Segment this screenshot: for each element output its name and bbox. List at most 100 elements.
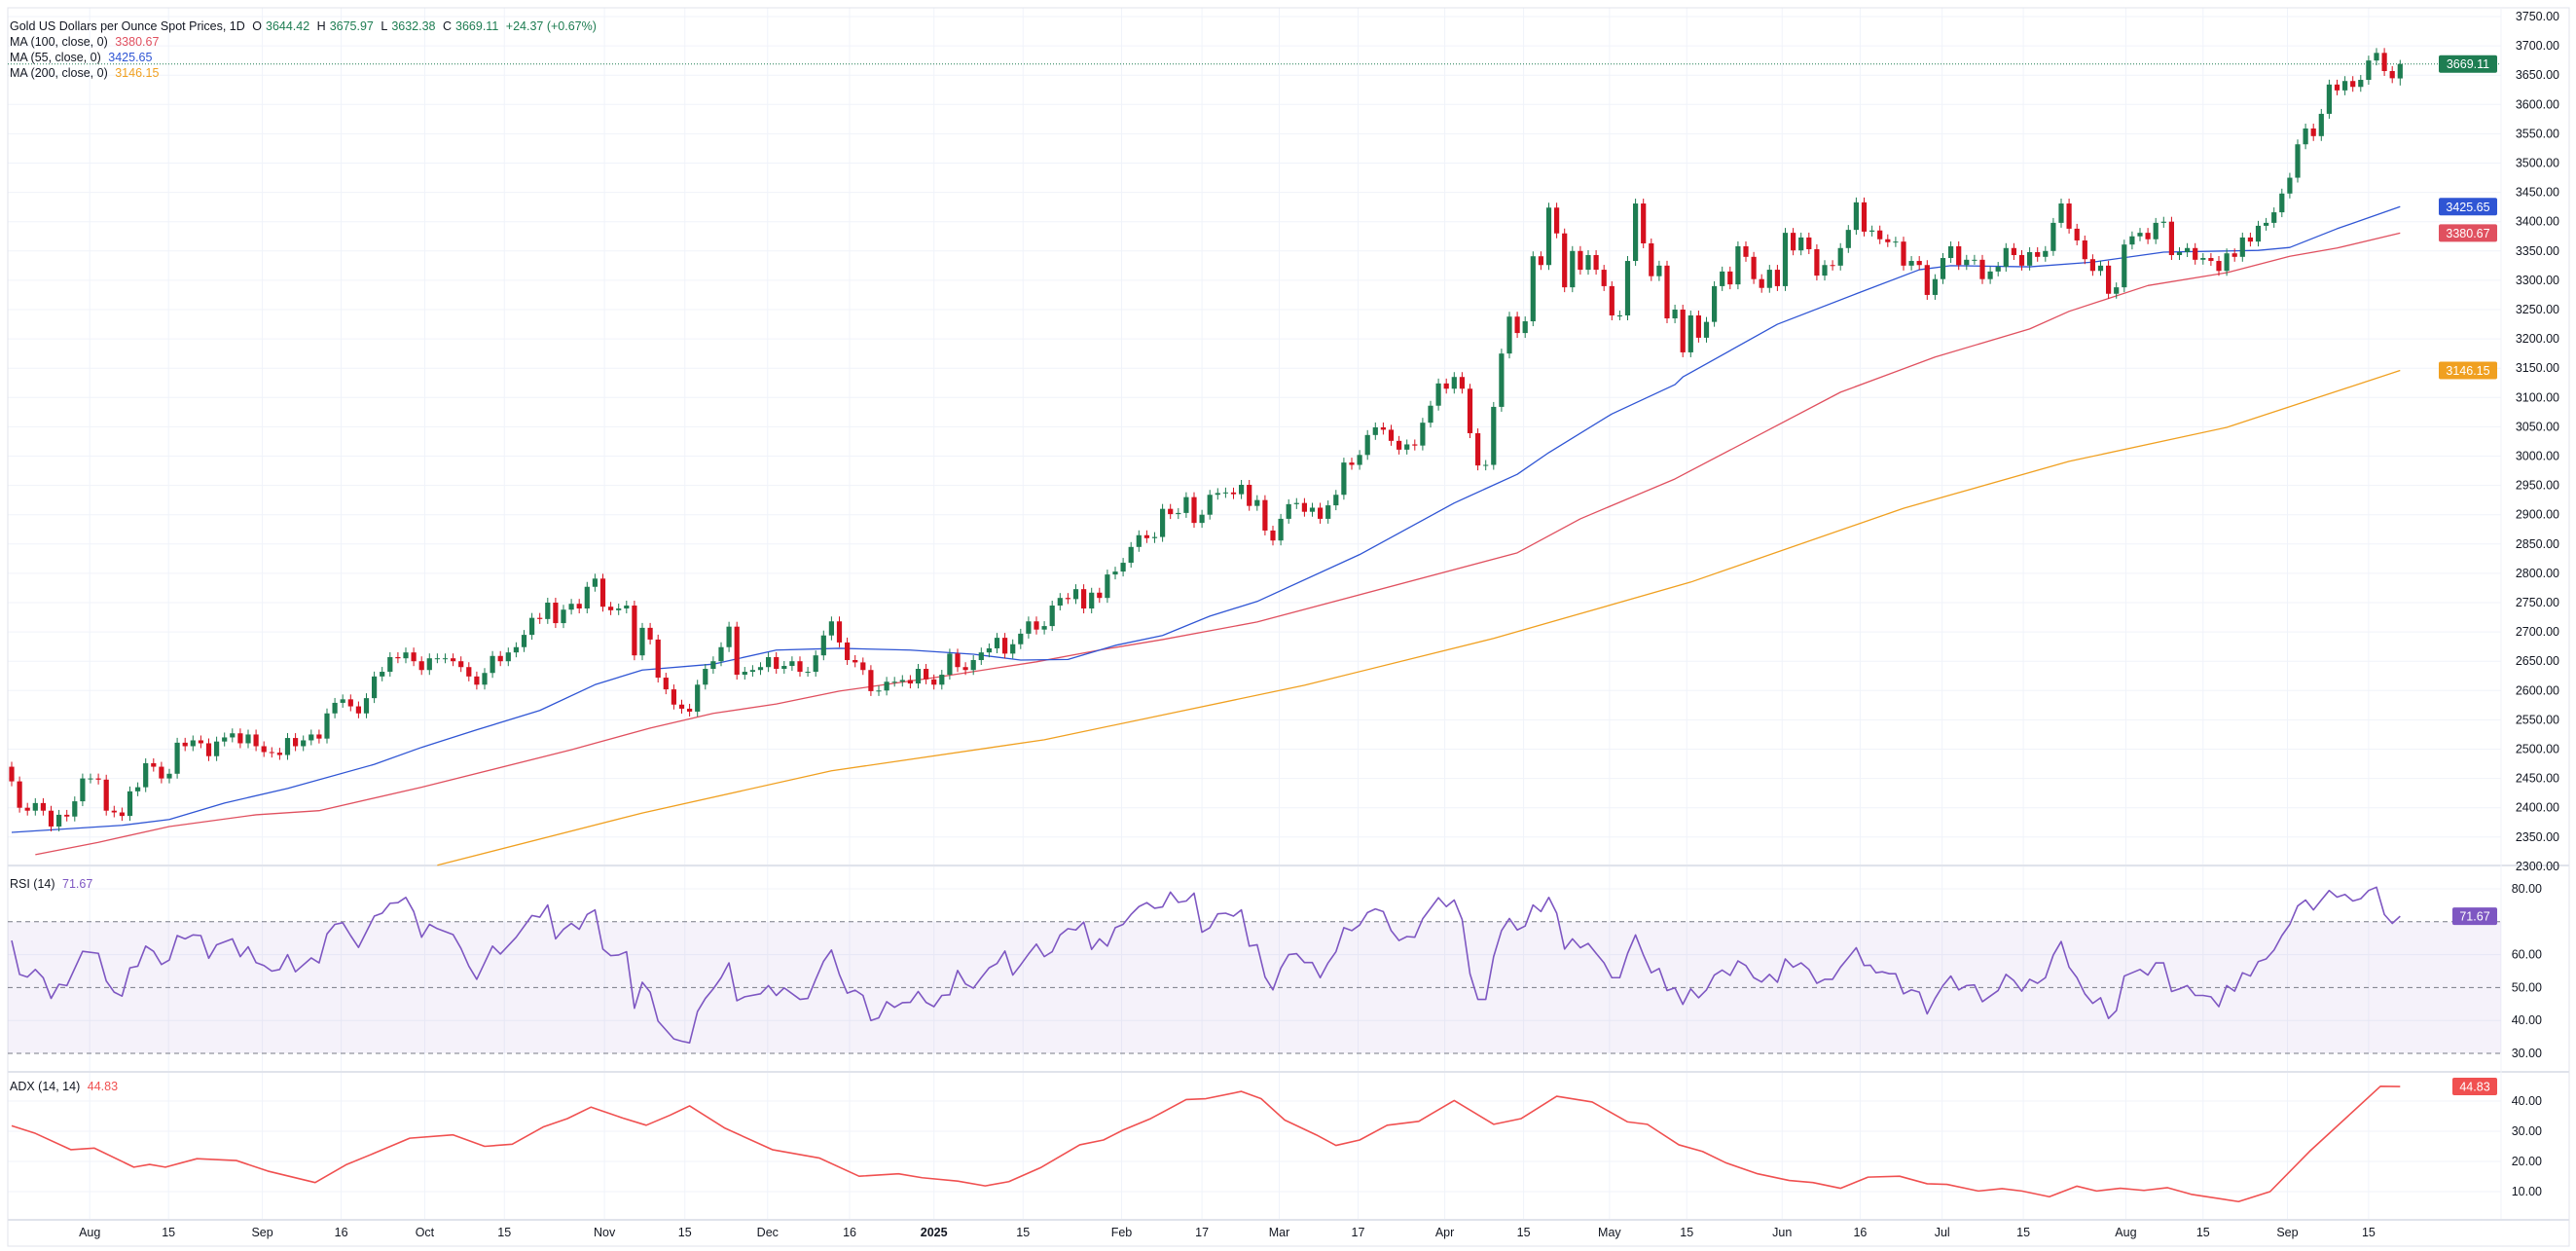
candle-body: [749, 670, 755, 673]
candle: [1837, 242, 1843, 271]
candle: [17, 776, 22, 813]
time-axis-label: Nov: [594, 1226, 616, 1239]
candle-body: [1105, 574, 1110, 599]
candle-body: [1065, 598, 1070, 600]
candle-body: [537, 617, 543, 619]
candle-body: [2058, 203, 2064, 223]
candle: [947, 648, 953, 681]
candle-body: [355, 706, 361, 714]
candle: [2334, 79, 2340, 95]
candle: [2397, 59, 2403, 86]
candle-body: [1869, 230, 1875, 232]
candle: [1585, 250, 1591, 276]
candle: [2050, 217, 2056, 256]
candle-body: [853, 659, 858, 663]
adx-legend[interactable]: ADX (14, 14) 44.83: [10, 1079, 122, 1094]
candle: [584, 581, 590, 614]
price-axis-label: 3700.00: [2516, 39, 2559, 53]
candle: [1128, 541, 1134, 569]
candle-body: [1160, 508, 1166, 537]
candle: [1215, 488, 1220, 500]
candle-body: [1956, 245, 1962, 266]
candle: [907, 675, 913, 689]
ma55-label: MA (55, close, 0): [10, 51, 101, 64]
candle-body: [695, 684, 701, 712]
candle-body: [608, 607, 614, 610]
candle-body: [466, 667, 472, 677]
candle: [64, 809, 70, 822]
legend-ma200[interactable]: MA (200, close, 0) 3146.15: [10, 65, 600, 81]
candle: [9, 761, 15, 787]
candle: [88, 773, 93, 784]
candle-body: [442, 658, 449, 660]
adx-axis-label: 20.00: [2512, 1155, 2542, 1168]
time-axis-label: Feb: [1111, 1226, 1133, 1239]
legend-ma55[interactable]: MA (55, close, 0) 3425.65: [10, 50, 600, 65]
candle: [1325, 500, 1331, 524]
candlestick-series: [9, 48, 2403, 831]
candle: [1791, 228, 1796, 256]
time-axis-label: 15: [497, 1226, 511, 1239]
candle: [482, 668, 488, 690]
candle-body: [1861, 202, 1868, 232]
candle-body: [198, 740, 203, 744]
candle-body: [1089, 592, 1095, 609]
candle: [103, 774, 109, 816]
candle-body: [1616, 315, 1622, 317]
candle-body: [820, 635, 826, 656]
candle: [1869, 225, 1875, 237]
candle-body: [1443, 383, 1449, 389]
candle: [127, 786, 133, 822]
candle-body: [805, 672, 811, 674]
candle: [1940, 253, 1946, 284]
candle-body: [962, 667, 968, 671]
candle-body: [2264, 222, 2269, 226]
candle-body: [1388, 429, 1395, 441]
rsi-legend[interactable]: RSI (14) 71.67: [10, 876, 96, 892]
candle: [521, 630, 527, 652]
legend-ma100[interactable]: MA (100, close, 0) 3380.67: [10, 34, 600, 50]
candle: [1987, 266, 1993, 284]
candle: [490, 650, 495, 679]
candle-body: [1680, 310, 1686, 352]
candle-body: [1333, 495, 1339, 506]
candle-body: [1120, 563, 1126, 572]
candle: [1562, 228, 1568, 293]
candle-body: [1309, 507, 1316, 512]
candle: [537, 612, 543, 624]
candle-body: [403, 652, 409, 659]
candle: [820, 630, 826, 661]
candle: [1459, 372, 1465, 394]
candle-body: [308, 734, 314, 741]
candle: [1932, 274, 1938, 300]
candle: [143, 757, 149, 792]
candle: [1097, 587, 1103, 604]
symbol-title[interactable]: Gold US Dollars per Ounce Spot Prices, 1…: [10, 19, 245, 33]
candle: [1112, 567, 1118, 580]
candle-body: [876, 690, 882, 692]
candle-body: [726, 626, 732, 647]
candle-body: [1687, 315, 1693, 352]
candle: [505, 647, 511, 667]
candle-body: [513, 646, 519, 653]
candle-body: [1097, 592, 1103, 599]
candle: [1491, 401, 1497, 470]
candle: [1712, 280, 1718, 327]
price-axis-label: 3050.00: [2516, 420, 2559, 433]
candle-body: [1593, 255, 1599, 271]
candle: [1254, 495, 1260, 511]
candle: [372, 671, 378, 704]
candle: [24, 802, 30, 816]
candle-body: [797, 661, 803, 673]
candle: [245, 729, 251, 749]
candle: [2043, 245, 2049, 262]
chart-frame: [7, 7, 2570, 1247]
candle: [891, 677, 897, 687]
candle-body: [1278, 518, 1284, 541]
candle: [703, 664, 708, 690]
candle: [1782, 228, 1789, 291]
candle-body: [347, 699, 353, 707]
candle: [1183, 492, 1189, 518]
candle-body: [781, 666, 787, 670]
